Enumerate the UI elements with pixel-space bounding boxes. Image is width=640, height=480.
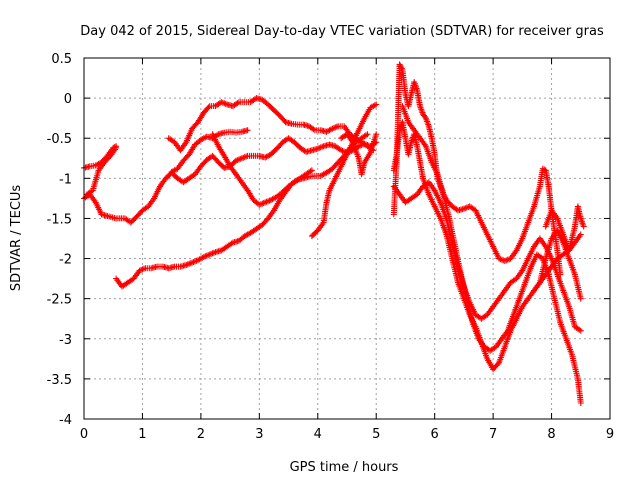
y-tick-label: -1.5: [47, 212, 72, 227]
series-arc-g: [209, 131, 315, 208]
y-tick-label: -2: [59, 253, 72, 268]
x-tick-label: 0: [80, 427, 88, 442]
series-arc-l: [390, 179, 584, 334]
x-tick-label: 2: [197, 427, 205, 442]
x-tick-label: 8: [547, 427, 555, 442]
x-tick-label: 1: [138, 427, 146, 442]
series-arc-o: [531, 227, 584, 302]
x-tick-label: 4: [314, 427, 322, 442]
x-tick-label: 3: [255, 427, 263, 442]
y-tick-label: 0.5: [51, 52, 72, 67]
y-tick-label: -3.5: [47, 373, 72, 388]
chart-title: Day 042 of 2015, Sidereal Day-to-day VTE…: [80, 24, 604, 39]
series-arc-m: [399, 103, 584, 406]
y-tick-label: -2.5: [47, 293, 72, 308]
y-tick-label: 0: [64, 92, 72, 107]
x-tick-label: 9: [606, 427, 614, 442]
series-arc-i: [338, 131, 380, 178]
series-arc-j: [390, 61, 564, 278]
series-arc-k: [390, 119, 584, 373]
series-arc-c: [83, 144, 120, 198]
y-tick-label: -3: [59, 333, 72, 348]
y-axis-label: SDTVAR / TECUs: [9, 185, 24, 292]
series-layer: [81, 61, 587, 406]
x-tick-label: 7: [489, 427, 497, 442]
plot-frame: [83, 57, 611, 420]
series-arc-n: [542, 203, 587, 254]
x-tick-label: 6: [431, 427, 439, 442]
x-tick-label: 5: [372, 427, 380, 442]
series-arc-f: [113, 131, 371, 290]
x-axis-label: GPS time / hours: [290, 460, 399, 475]
y-tick-label: -1: [59, 172, 72, 187]
tick-layer: 0 1 2 3 4 5 6 7 8 9 0.5 0 -0.5 -1 -1.5 -2 -2.5 -3 -3.5 -4: [47, 52, 615, 442]
y-tick-label: -4: [59, 413, 72, 428]
y-tick-label: -0.5: [47, 132, 72, 147]
series-arc-d: [168, 127, 251, 175]
grid-layer: [84, 58, 610, 419]
